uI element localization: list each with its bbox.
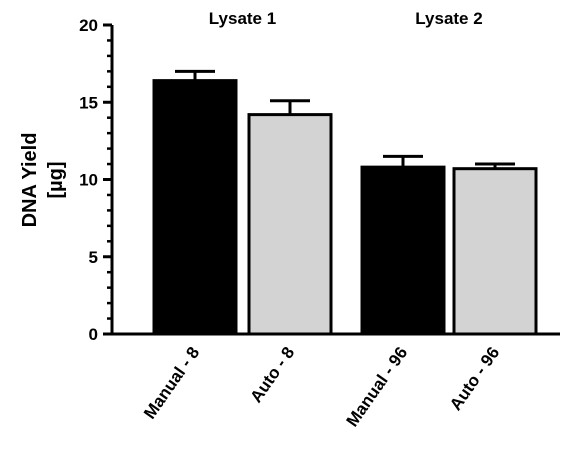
y-tick-label: 0 [89, 325, 98, 344]
y-axis-title: DNA Yield [µg] [19, 133, 67, 228]
bar [452, 167, 538, 336]
y-tick-label: 5 [89, 248, 98, 267]
y-axis-title-line1: DNA Yield [19, 133, 41, 228]
y-axis-title-line2: [µg] [45, 161, 67, 198]
y-tick-label: 10 [79, 171, 98, 190]
x-tick-label: Manual - 8 [140, 343, 203, 422]
x-tick-label: Manual - 96 [343, 343, 412, 430]
x-axis-ticks: Manual - 8 Auto - 8 Manual - 96 Auto - 96 [140, 343, 503, 430]
y-tick-label: 20 [79, 16, 98, 35]
group-label: Lysate 2 [415, 9, 482, 28]
y-axis-ticks: 0 5 10 15 20 [79, 16, 112, 344]
bar [360, 165, 446, 336]
bar [247, 113, 333, 336]
x-tick-label: Auto - 96 [446, 343, 503, 413]
x-tick-label: Auto - 8 [246, 343, 298, 406]
bar [152, 79, 238, 336]
bars [152, 69, 538, 336]
group-label: Lysate 1 [209, 9, 276, 28]
y-tick-label: 15 [79, 93, 98, 112]
group-labels: Lysate 1 Lysate 2 [209, 9, 483, 28]
